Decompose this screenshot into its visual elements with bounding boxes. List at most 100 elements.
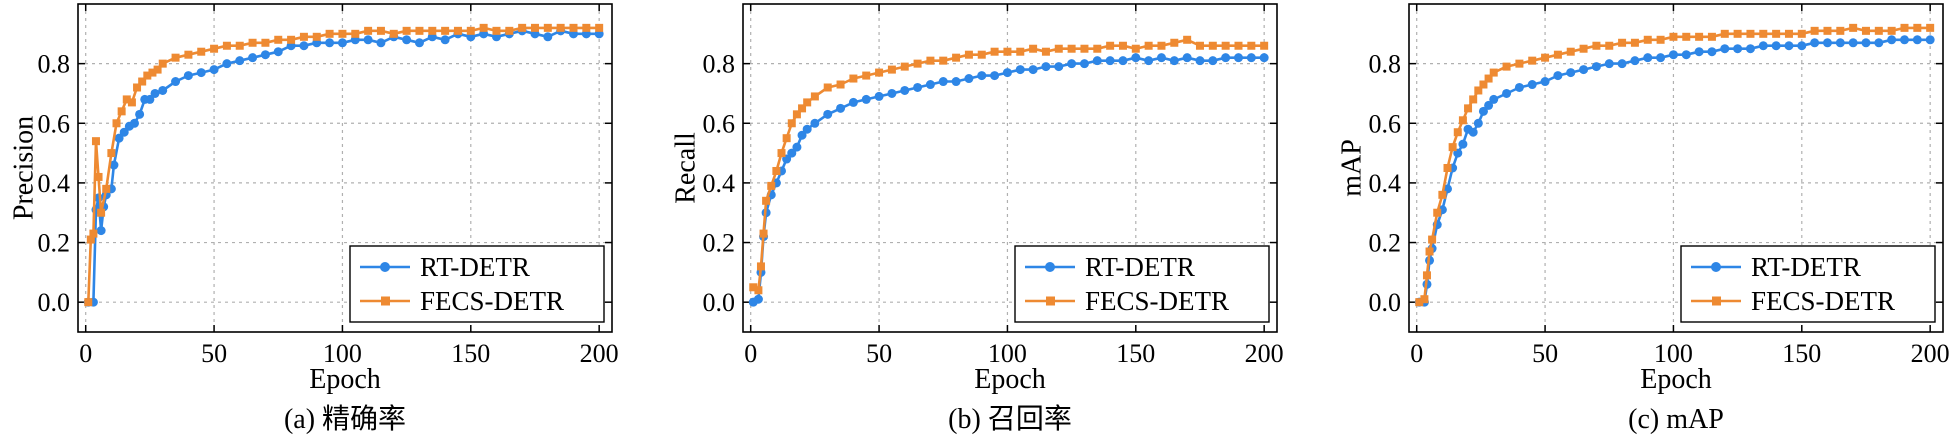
data-point (1823, 26, 1832, 35)
data-point (1772, 29, 1781, 38)
data-point (977, 50, 986, 59)
data-point (1183, 35, 1192, 44)
data-point (900, 85, 910, 95)
data-point (414, 38, 424, 48)
data-point (1080, 44, 1089, 53)
data-point (1247, 41, 1256, 50)
legend-label: RT-DETR (1751, 252, 1861, 282)
data-point (1618, 38, 1627, 47)
data-point (84, 298, 93, 307)
data-point (810, 92, 819, 101)
data-point (138, 77, 147, 86)
legend-swatch-marker (1711, 262, 1721, 272)
data-point (1015, 65, 1025, 75)
data-point (1233, 53, 1243, 63)
data-point (1797, 41, 1807, 51)
data-point (1836, 26, 1845, 35)
data-point (235, 41, 244, 50)
data-point (364, 26, 373, 35)
data-point (97, 208, 106, 217)
data-point (1221, 41, 1230, 50)
data-point (1479, 80, 1488, 89)
data-point (1899, 35, 1909, 45)
legend-label: FECS-DETR (1751, 286, 1895, 316)
data-point (122, 95, 131, 104)
subfigure-caption: (b) 召回率 (948, 403, 1072, 435)
data-point (951, 77, 961, 87)
data-point (235, 56, 245, 66)
data-point (754, 286, 763, 295)
data-point (376, 26, 385, 35)
data-point (1054, 62, 1064, 72)
data-point (1566, 47, 1575, 56)
x-tick-label: 0 (1410, 339, 1423, 368)
data-point (1105, 56, 1115, 66)
x-axis-title: Epoch (974, 364, 1046, 395)
data-point (1438, 190, 1447, 199)
y-tick-label: 0.4 (1369, 169, 1402, 198)
data-point (1849, 23, 1858, 32)
data-point (1515, 59, 1524, 68)
data-point (1458, 116, 1467, 125)
data-point (1474, 86, 1483, 95)
data-point (1453, 128, 1462, 137)
data-point (1433, 208, 1442, 217)
data-point (823, 109, 833, 119)
data-point (1041, 47, 1050, 56)
data-point (351, 29, 360, 38)
data-point (196, 68, 206, 78)
legend-label: RT-DETR (420, 252, 530, 282)
y-tick-label: 0.8 (1369, 50, 1402, 79)
legend-label: FECS-DETR (420, 286, 564, 316)
data-point (759, 229, 768, 238)
data-point (1448, 143, 1457, 152)
data-point (376, 38, 386, 48)
data-point (798, 104, 807, 113)
data-point (836, 103, 846, 113)
data-point (114, 133, 124, 143)
data-point (287, 35, 296, 44)
data-point (453, 26, 462, 35)
data-point (1912, 35, 1922, 45)
plot-frame (742, 3, 1278, 333)
legend-box (1014, 245, 1270, 323)
data-point (94, 172, 103, 181)
data-point (787, 148, 797, 158)
data-point (1669, 32, 1678, 41)
data-point (749, 283, 758, 292)
series-rt-detr (748, 53, 1269, 307)
data-point (1630, 38, 1639, 47)
data-point (1591, 62, 1601, 72)
y-tick-label: 0.8 (38, 50, 71, 79)
data-point (1605, 41, 1614, 50)
data-point (96, 226, 106, 236)
y-tick-label: 0.6 (38, 109, 71, 138)
data-point (797, 130, 807, 140)
data-point (1195, 41, 1204, 50)
y-tick-label: 0.2 (38, 229, 71, 258)
y-tick-label: 0.6 (703, 109, 736, 138)
data-point (1682, 32, 1691, 41)
data-point (1484, 100, 1494, 110)
data-point (248, 38, 257, 47)
data-point (1093, 44, 1102, 53)
data-point (1464, 104, 1473, 113)
data-point (1681, 50, 1691, 60)
data-point (143, 71, 152, 80)
legend-swatch-marker (381, 296, 390, 306)
data-point (756, 262, 765, 271)
data-point (440, 35, 450, 45)
series-fecs-detr (1415, 23, 1935, 307)
data-point (1733, 29, 1742, 38)
data-point (543, 23, 552, 32)
data-point (767, 181, 776, 190)
data-point (964, 50, 973, 59)
data-point (777, 149, 786, 158)
data-point (1617, 59, 1627, 69)
data-point (1029, 44, 1038, 53)
data-point (337, 38, 347, 48)
data-point (1579, 44, 1588, 53)
y-axis-title: mAP (1337, 139, 1368, 197)
data-point (952, 53, 961, 62)
